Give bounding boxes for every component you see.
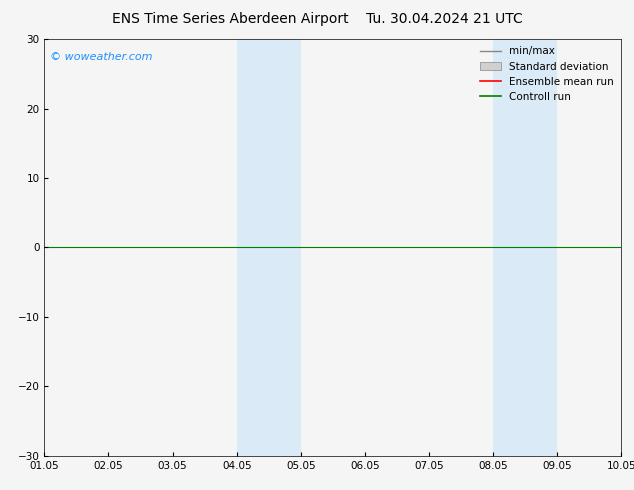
Text: ENS Time Series Aberdeen Airport    Tu. 30.04.2024 21 UTC: ENS Time Series Aberdeen Airport Tu. 30.…: [112, 12, 522, 26]
Text: © woweather.com: © woweather.com: [50, 51, 153, 62]
Bar: [236, 39, 269, 456]
Legend: min/max, Standard deviation, Ensemble mean run, Controll run: min/max, Standard deviation, Ensemble me…: [476, 42, 618, 106]
Bar: [525, 39, 557, 456]
Bar: [493, 39, 525, 456]
Bar: [269, 39, 301, 456]
